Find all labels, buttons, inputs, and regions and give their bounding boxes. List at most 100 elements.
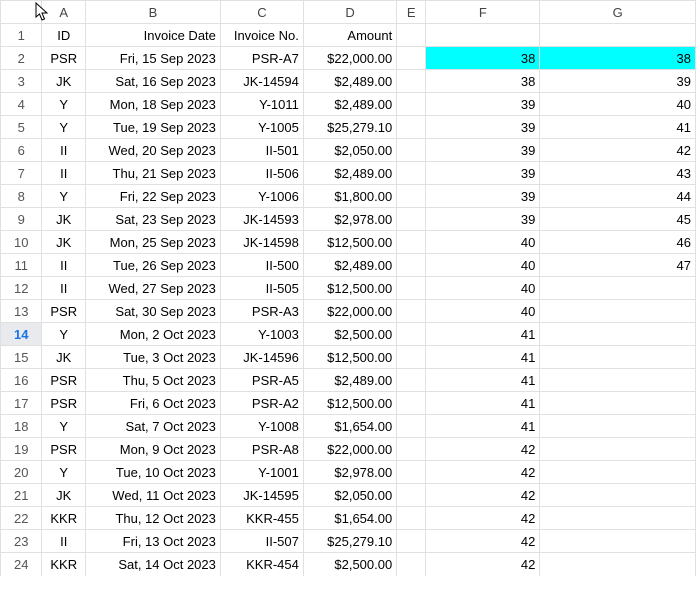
cell-D1[interactable]: Amount [303,24,396,47]
row-header-24[interactable]: 24 [1,553,42,576]
row-header-16[interactable]: 16 [1,369,42,392]
cell-C13[interactable]: PSR-A3 [220,300,303,323]
cell-A11[interactable]: II [42,254,86,277]
cell-B17[interactable]: Fri, 6 Oct 2023 [86,392,221,415]
cell-G1[interactable] [540,24,696,47]
cell-G5[interactable]: 41 [540,116,696,139]
col-header-G[interactable]: G [540,1,696,24]
row-header-19[interactable]: 19 [1,438,42,461]
cell-F19[interactable]: 42 [426,438,540,461]
row-header-23[interactable]: 23 [1,530,42,553]
row-header-2[interactable]: 2 [1,47,42,70]
row-header-14[interactable]: 14 [1,323,42,346]
cell-E15[interactable] [397,346,426,369]
cell-C8[interactable]: Y-1006 [220,185,303,208]
cell-C9[interactable]: JK-14593 [220,208,303,231]
cell-G15[interactable] [540,346,696,369]
cell-A7[interactable]: II [42,162,86,185]
cell-F11[interactable]: 40 [426,254,540,277]
row-header-13[interactable]: 13 [1,300,42,323]
cell-B9[interactable]: Sat, 23 Sep 2023 [86,208,221,231]
cell-A20[interactable]: Y [42,461,86,484]
cell-F10[interactable]: 40 [426,231,540,254]
col-header-C[interactable]: C [220,1,303,24]
cell-A16[interactable]: PSR [42,369,86,392]
cell-B10[interactable]: Mon, 25 Sep 2023 [86,231,221,254]
cell-C15[interactable]: JK-14596 [220,346,303,369]
cell-G9[interactable]: 45 [540,208,696,231]
cell-B4[interactable]: Mon, 18 Sep 2023 [86,93,221,116]
cell-C2[interactable]: PSR-A7 [220,47,303,70]
cell-F2[interactable]: 38 [426,47,540,70]
cell-F16[interactable]: 41 [426,369,540,392]
cell-B15[interactable]: Tue, 3 Oct 2023 [86,346,221,369]
col-header-D[interactable]: D [303,1,396,24]
cell-C23[interactable]: II-507 [220,530,303,553]
cell-F24[interactable]: 42 [426,553,540,576]
cell-A6[interactable]: II [42,139,86,162]
cell-D24[interactable]: $2,500.00 [303,553,396,576]
cell-D10[interactable]: $12,500.00 [303,231,396,254]
cell-G22[interactable] [540,507,696,530]
cell-D22[interactable]: $1,654.00 [303,507,396,530]
cell-B19[interactable]: Mon, 9 Oct 2023 [86,438,221,461]
cell-A1[interactable]: ID [42,24,86,47]
cell-D21[interactable]: $2,050.00 [303,484,396,507]
cell-A2[interactable]: PSR [42,47,86,70]
cell-C4[interactable]: Y-1011 [220,93,303,116]
cell-B22[interactable]: Thu, 12 Oct 2023 [86,507,221,530]
cell-D16[interactable]: $2,489.00 [303,369,396,392]
cell-C17[interactable]: PSR-A2 [220,392,303,415]
cell-F22[interactable]: 42 [426,507,540,530]
cell-B13[interactable]: Sat, 30 Sep 2023 [86,300,221,323]
cell-F12[interactable]: 40 [426,277,540,300]
cell-G16[interactable] [540,369,696,392]
cell-C7[interactable]: II-506 [220,162,303,185]
cell-E13[interactable] [397,300,426,323]
cell-A19[interactable]: PSR [42,438,86,461]
cell-C22[interactable]: KKR-455 [220,507,303,530]
cell-A24[interactable]: KKR [42,553,86,576]
cell-G21[interactable] [540,484,696,507]
cell-B16[interactable]: Thu, 5 Oct 2023 [86,369,221,392]
cell-G18[interactable] [540,415,696,438]
cell-A8[interactable]: Y [42,185,86,208]
col-header-F[interactable]: F [426,1,540,24]
cell-D8[interactable]: $1,800.00 [303,185,396,208]
cell-C10[interactable]: JK-14598 [220,231,303,254]
cell-B2[interactable]: Fri, 15 Sep 2023 [86,47,221,70]
row-header-11[interactable]: 11 [1,254,42,277]
cell-B6[interactable]: Wed, 20 Sep 2023 [86,139,221,162]
cell-F21[interactable]: 42 [426,484,540,507]
cell-E24[interactable] [397,553,426,576]
cell-A15[interactable]: JK [42,346,86,369]
cell-D20[interactable]: $2,978.00 [303,461,396,484]
row-header-21[interactable]: 21 [1,484,42,507]
cell-B3[interactable]: Sat, 16 Sep 2023 [86,70,221,93]
cell-D18[interactable]: $1,654.00 [303,415,396,438]
cell-B24[interactable]: Sat, 14 Oct 2023 [86,553,221,576]
row-header-20[interactable]: 20 [1,461,42,484]
cell-C11[interactable]: II-500 [220,254,303,277]
cell-D13[interactable]: $22,000.00 [303,300,396,323]
cell-G8[interactable]: 44 [540,185,696,208]
cell-E22[interactable] [397,507,426,530]
cell-A12[interactable]: II [42,277,86,300]
cell-G6[interactable]: 42 [540,139,696,162]
cell-G24[interactable] [540,553,696,576]
cell-C12[interactable]: II-505 [220,277,303,300]
cell-D5[interactable]: $25,279.10 [303,116,396,139]
cell-C5[interactable]: Y-1005 [220,116,303,139]
cell-F14[interactable]: 41 [426,323,540,346]
cell-D3[interactable]: $2,489.00 [303,70,396,93]
cell-G3[interactable]: 39 [540,70,696,93]
cell-E16[interactable] [397,369,426,392]
cell-G10[interactable]: 46 [540,231,696,254]
cell-B18[interactable]: Sat, 7 Oct 2023 [86,415,221,438]
cell-G2[interactable]: 38 [540,47,696,70]
cell-D11[interactable]: $2,489.00 [303,254,396,277]
row-header-9[interactable]: 9 [1,208,42,231]
cell-B7[interactable]: Thu, 21 Sep 2023 [86,162,221,185]
cell-E7[interactable] [397,162,426,185]
cell-G4[interactable]: 40 [540,93,696,116]
